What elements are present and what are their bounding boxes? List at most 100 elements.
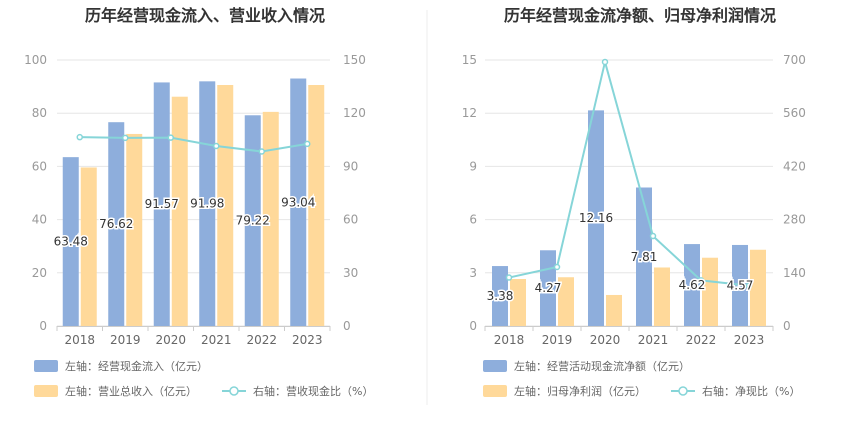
- chart1-x-tick-label: 2021: [201, 333, 232, 347]
- chart2-bar-secondary: [750, 249, 766, 326]
- chart2-title: 历年经营现金流净额、归母净利润情况: [504, 6, 776, 25]
- chart1-bar-primary: [199, 81, 216, 327]
- chart2-bar-secondary: [654, 267, 670, 326]
- chart1-left-tick-label: 80: [32, 106, 47, 120]
- chart1-ratio-point: [304, 140, 311, 148]
- chart1-data-label: 76.62: [99, 217, 133, 231]
- chart1-legend-label: 左轴：经营现金流入（亿元）: [65, 359, 208, 373]
- chart1-left-tick-label: 40: [32, 213, 47, 227]
- chart1-legend-swatch: [34, 385, 58, 397]
- chart1-x-tick-label: 2020: [155, 333, 186, 347]
- chart1-legend-label: 右轴：营收现金比（%）: [253, 384, 373, 398]
- chart1-left-tick-label: 100: [24, 53, 47, 67]
- chart2-ratio-point: [601, 58, 609, 66]
- chart1-bar-primary: [153, 82, 170, 326]
- chart2-x-tick-label: 2023: [734, 333, 765, 347]
- chart1-x-tick-label: 2022: [246, 333, 277, 347]
- chart1-ratio-point: [258, 148, 265, 155]
- chart2-bar-secondary: [606, 294, 622, 326]
- chart1-bar-primary: [290, 78, 307, 326]
- chart1-left-tick-label: 0: [39, 319, 47, 333]
- chart2-legend-swatch: [483, 360, 507, 372]
- chart2-right-tick-label: 140: [783, 266, 806, 280]
- chart2-left-tick-label: 12: [462, 106, 477, 120]
- chart2-legend-label: 左轴：归母净利润（亿元）: [514, 384, 646, 398]
- chart1-x-tick-label: 2023: [292, 333, 323, 347]
- chart1-right-tick-label: 60: [343, 213, 358, 227]
- chart2-ratio-point: [505, 274, 513, 281]
- chart1-bar-secondary: [217, 85, 234, 326]
- chart2-bar-secondary: [558, 277, 574, 326]
- chart1-bar-secondary: [171, 96, 188, 326]
- chart2-x-tick-label: 2021: [638, 333, 669, 347]
- chart1-left-tick-label: 20: [32, 266, 47, 280]
- chart1-left-tick-label: 60: [32, 159, 47, 173]
- chart1-ratio-point: [213, 142, 220, 150]
- chart2-legend-swatch-point: [678, 386, 688, 396]
- chart2-ratio-point: [553, 263, 561, 271]
- chart2-bar-primary: [492, 266, 508, 326]
- chart2-x-tick-label: 2020: [590, 333, 621, 347]
- chart2-left-tick-label: 6: [469, 213, 477, 227]
- chart2-x-tick-label: 2018: [494, 333, 525, 347]
- chart2-ratio-line: [508, 61, 750, 287]
- chart2-bar-primary: [588, 110, 604, 326]
- chart1-data-label: 91.98: [190, 197, 224, 211]
- chart1-bar-secondary: [126, 133, 143, 326]
- chart2-ratio-point: [697, 277, 705, 284]
- chart1-bar-primary: [62, 157, 79, 326]
- chart2-right-tick-label: 420: [783, 159, 806, 173]
- chart2-x-tick-label: 2022: [686, 333, 717, 347]
- chart1-bar-secondary: [262, 111, 279, 327]
- chart2-data-label: 4.27: [535, 281, 562, 295]
- chart1-right-tick-label: 0: [343, 319, 351, 333]
- chart2-x-tick-label: 2019: [542, 333, 573, 347]
- chart1-legend-swatch-point: [229, 386, 239, 396]
- chart2-right-tick-label: 0: [783, 319, 791, 333]
- chart2-bar-primary: [684, 244, 700, 326]
- chart2-left-tick-label: 3: [469, 266, 477, 280]
- chart2-ratio-point: [745, 282, 753, 289]
- chart2-data-label: 3.38: [487, 289, 514, 303]
- chart2-left-tick-label: 9: [469, 159, 477, 173]
- chart2-right-tick-label: 700: [783, 53, 806, 67]
- chart2-legend-swatch: [483, 385, 507, 397]
- chart2-data-label: 4.62: [679, 278, 706, 292]
- chart1-bar-primary: [108, 122, 125, 327]
- chart1-legend-swatch: [34, 360, 58, 372]
- chart1-title: 历年经营现金流入、营业收入情况: [85, 6, 325, 25]
- chart2-ratio-point: [649, 232, 657, 240]
- chart1-legend-label: 左轴：营业总收入（亿元）: [65, 384, 197, 398]
- chart1-right-tick-label: 90: [343, 159, 358, 173]
- chart1-data-label: 79.22: [236, 214, 270, 228]
- chart1-data-label: 93.04: [281, 195, 315, 209]
- chart1-ratio-point: [167, 134, 174, 141]
- chart2-left-tick-label: 15: [462, 53, 477, 67]
- chart1-data-label: 63.48: [54, 235, 88, 249]
- chart1-x-tick-label: 2019: [110, 333, 141, 347]
- chart2-bar-secondary: [702, 257, 718, 326]
- chart1-right-tick-label: 30: [343, 266, 358, 280]
- chart1-data-label: 91.57: [145, 197, 179, 211]
- chart2-right-tick-label: 560: [783, 106, 806, 120]
- chart1-ratio-point: [122, 134, 129, 142]
- chart2-left-tick-label: 0: [469, 319, 477, 333]
- chart1-right-tick-label: 120: [343, 106, 366, 120]
- chart2-bar-secondary: [510, 279, 526, 326]
- chart1-bar-secondary: [80, 167, 97, 326]
- chart2-bar-primary: [636, 187, 652, 326]
- chart2-data-label: 7.81: [631, 250, 658, 264]
- chart2-legend-label: 右轴：净现比（%）: [702, 384, 800, 398]
- chart2-right-tick-label: 280: [783, 213, 806, 227]
- chart2-data-label: 12.16: [579, 211, 613, 225]
- chart1-ratio-line: [79, 136, 308, 153]
- chart1-ratio-point: [76, 133, 83, 141]
- chart1-bar-secondary: [308, 85, 325, 326]
- chart1-bar-primary: [244, 115, 261, 326]
- chart2-legend-label: 左轴：经营活动现金流净额（亿元）: [514, 359, 690, 373]
- chart2-data-label: 4.57: [727, 278, 754, 292]
- chart1-x-tick-label: 2018: [64, 333, 95, 347]
- chart1-right-tick-label: 150: [343, 53, 366, 67]
